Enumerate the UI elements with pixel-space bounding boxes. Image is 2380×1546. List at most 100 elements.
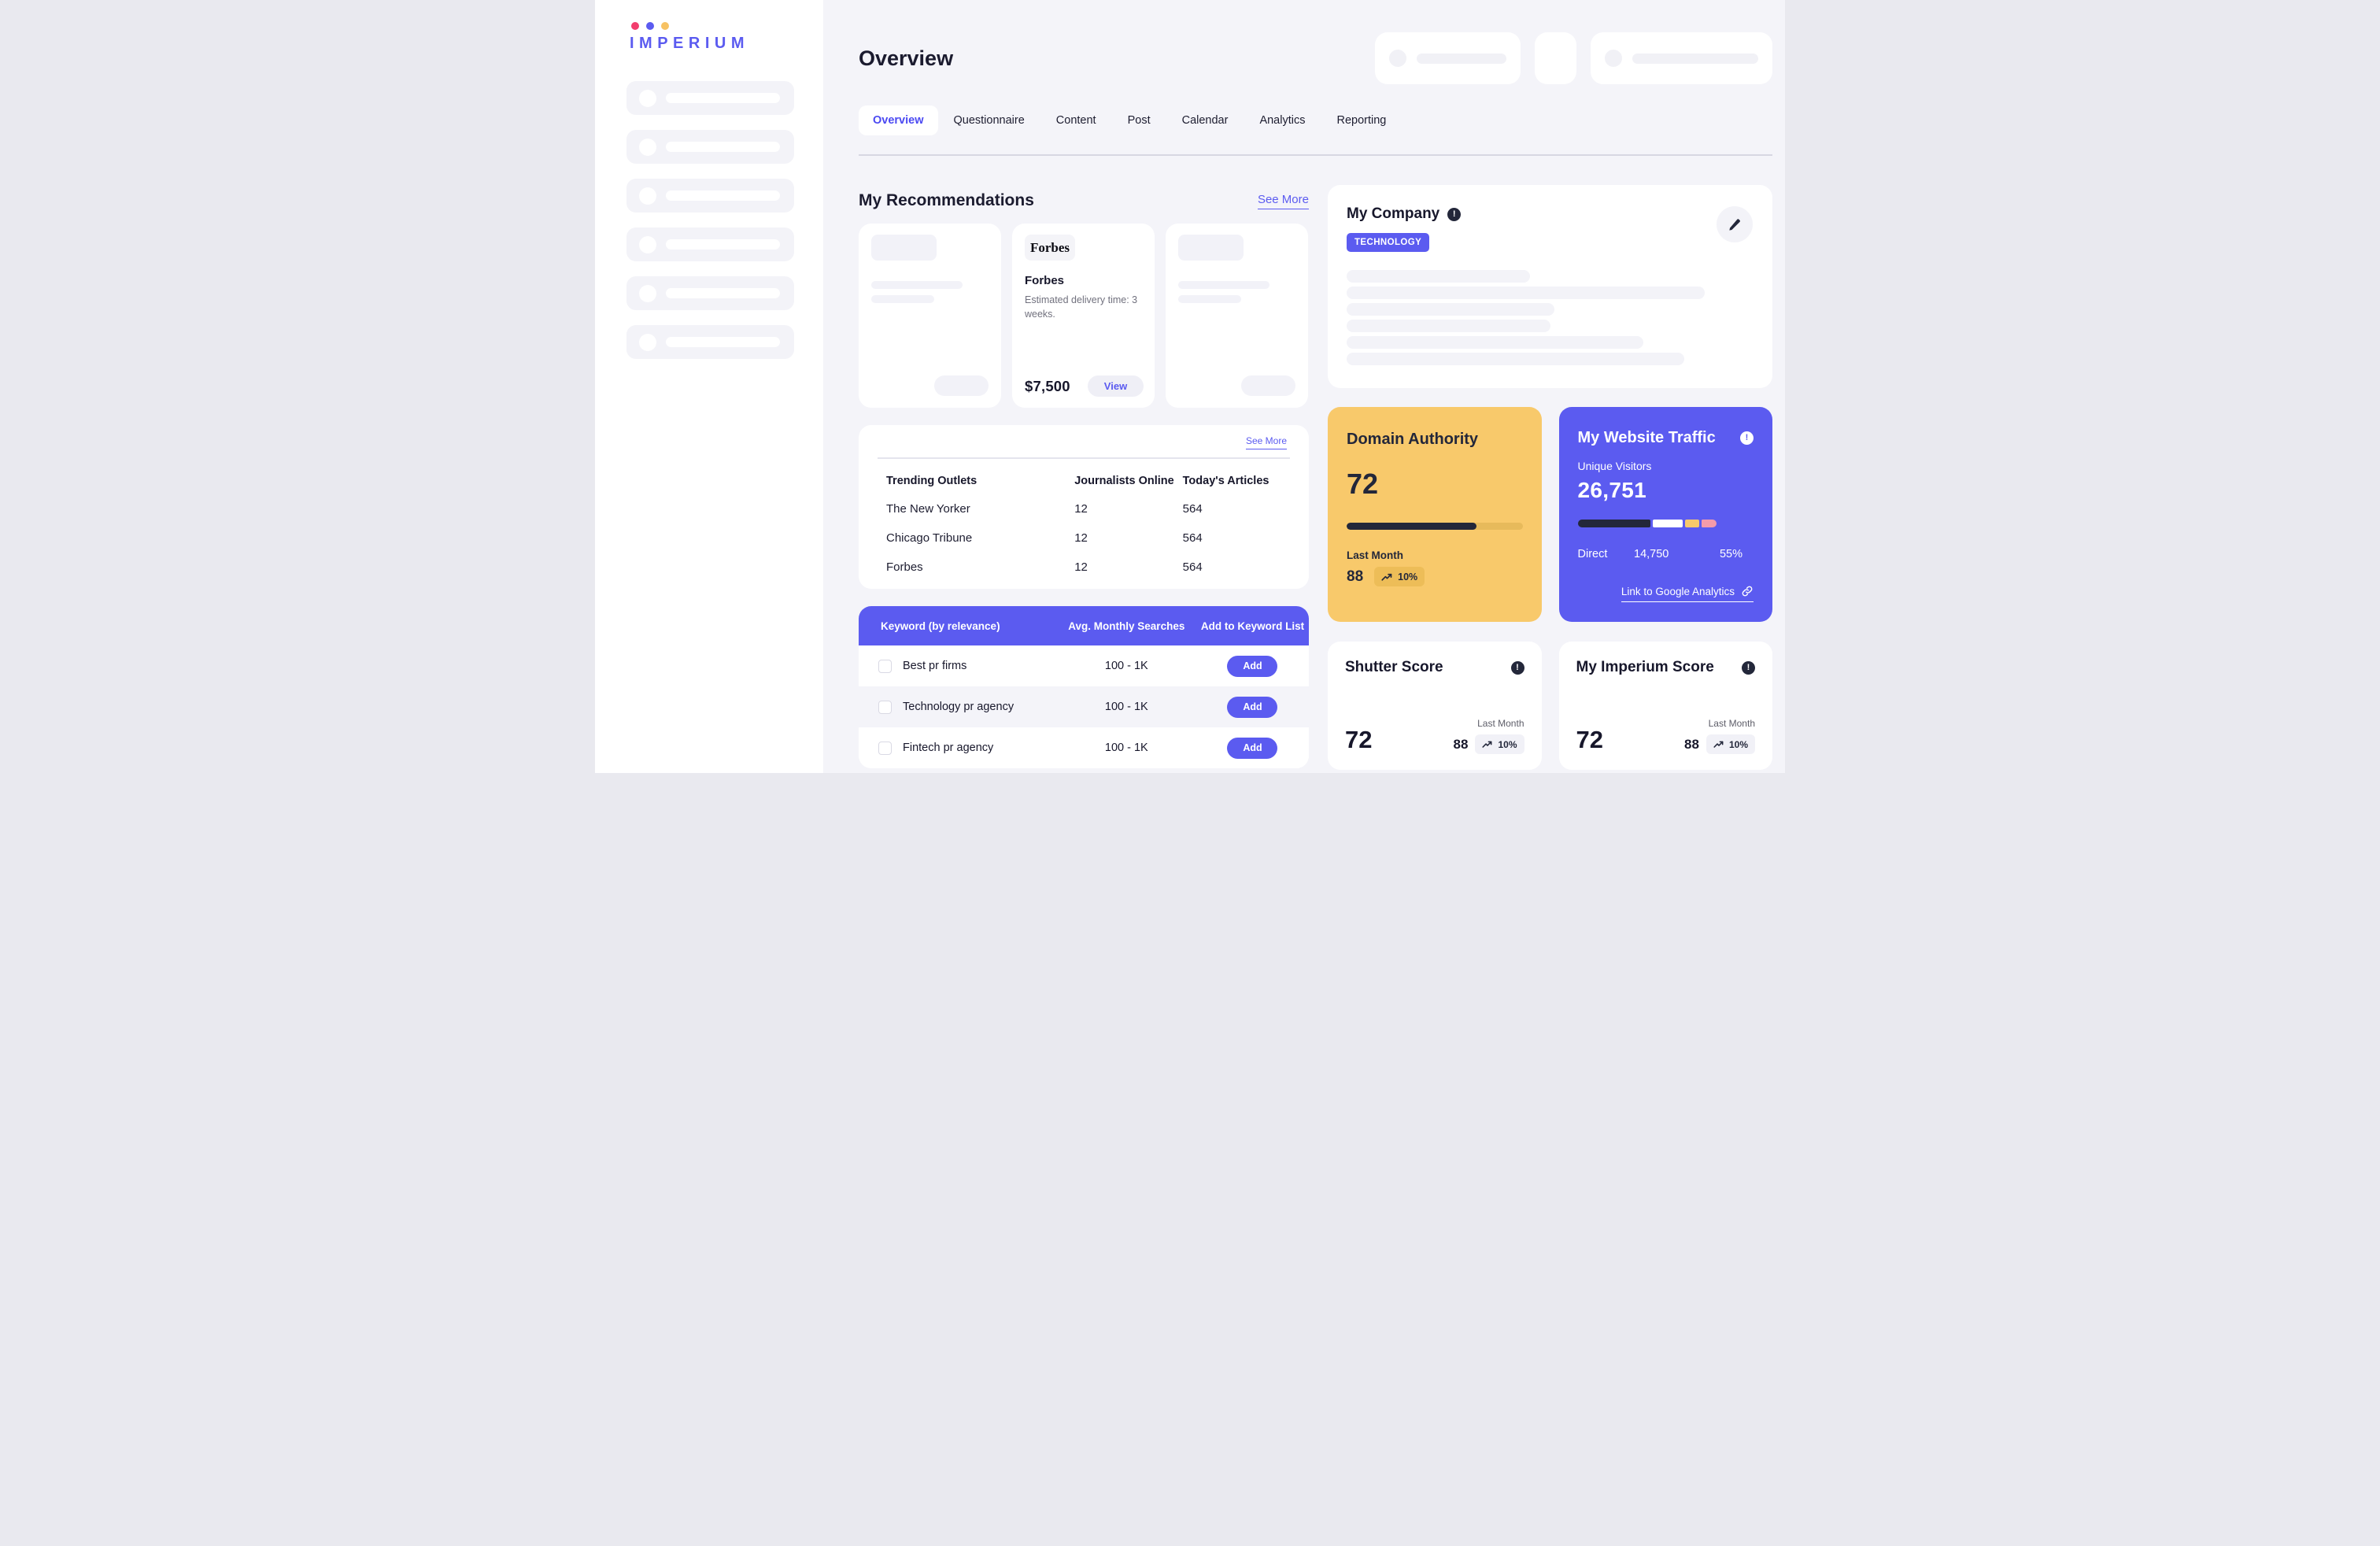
scores-row: Shutter Score ! 72 Last Month 88 bbox=[1328, 642, 1772, 770]
skeleton-button bbox=[1241, 375, 1295, 396]
divider bbox=[878, 457, 1290, 459]
skeleton-line bbox=[1347, 320, 1550, 332]
app-window: IMPERIUM Overview Overview Questionnaire… bbox=[595, 0, 1785, 773]
skeleton-bar bbox=[666, 142, 780, 152]
table-row: The New Yorker 12 564 bbox=[886, 502, 1287, 516]
content-columns: My Recommendations See More Forbes Forbe… bbox=[859, 156, 1772, 770]
brand-logo: IMPERIUM bbox=[630, 22, 823, 53]
skeleton-bar bbox=[666, 239, 780, 250]
articles-cell: 564 bbox=[1182, 560, 1203, 574]
view-button[interactable]: View bbox=[1088, 375, 1144, 397]
skeleton-bar bbox=[666, 337, 780, 347]
right-column: My Company ! TECHNOLOGY bbox=[1328, 156, 1772, 770]
keyword-label: Best pr firms bbox=[903, 660, 967, 672]
shutter-score-value: 72 bbox=[1345, 726, 1373, 753]
trend-up-icon bbox=[1381, 572, 1393, 582]
add-keyword-button[interactable]: Add bbox=[1227, 655, 1278, 677]
edit-company-button[interactable] bbox=[1717, 206, 1753, 242]
keyword-checkbox[interactable] bbox=[878, 741, 892, 755]
direct-percent: 55% bbox=[1719, 548, 1743, 560]
tab-reporting[interactable]: Reporting bbox=[1336, 114, 1387, 127]
tab-analytics[interactable]: Analytics bbox=[1259, 114, 1306, 127]
trending-table-body: The New Yorker 12 564 Chicago Tribune 12… bbox=[881, 502, 1287, 574]
traffic-direct-row: Direct 14,750 55% bbox=[1578, 548, 1754, 560]
tab-questionnaire[interactable]: Questionnaire bbox=[953, 114, 1025, 127]
searches-cell: 100 - 1K bbox=[1104, 701, 1148, 713]
searches-cell: 100 - 1K bbox=[1104, 660, 1148, 672]
column-header: Journalists Online bbox=[1074, 474, 1174, 487]
change-badge: 10% bbox=[1706, 734, 1755, 754]
keyword-cell: Fintech pr agency bbox=[859, 741, 1057, 755]
skeleton-bar bbox=[666, 93, 780, 103]
traffic-segment-direct bbox=[1577, 520, 1651, 527]
change-badge: 10% bbox=[1475, 734, 1524, 754]
info-icon[interactable]: ! bbox=[1447, 207, 1462, 221]
recommendations-see-more-link[interactable]: See More bbox=[1257, 193, 1309, 209]
traffic-segment bbox=[1701, 520, 1717, 527]
info-icon[interactable]: ! bbox=[1510, 660, 1524, 675]
skeleton-circle bbox=[639, 89, 656, 107]
skeleton-bar bbox=[666, 288, 780, 298]
skeleton-line bbox=[1347, 353, 1685, 365]
my-company-card: My Company ! TECHNOLOGY bbox=[1328, 185, 1772, 388]
header-actions bbox=[1375, 32, 1772, 84]
google-analytics-link[interactable]: Link to Google Analytics bbox=[1621, 585, 1754, 602]
sidebar-item-skeleton bbox=[626, 325, 794, 359]
stats-row: Domain Authority 72 Last Month 88 bbox=[1328, 407, 1772, 622]
keyword-table-card: Keyword (by relevance) Avg. Monthly Sear… bbox=[859, 606, 1309, 768]
imperium-score-value: 72 bbox=[1576, 726, 1603, 753]
tab-overview[interactable]: Overview bbox=[859, 105, 938, 135]
traffic-segment bbox=[1685, 520, 1699, 527]
keyword-checkbox[interactable] bbox=[878, 700, 892, 714]
skeleton-circle bbox=[1605, 50, 1622, 67]
keyword-cell: Technology pr agency bbox=[859, 700, 1057, 714]
add-keyword-button[interactable]: Add bbox=[1227, 696, 1278, 718]
unique-visitors-value: 26,751 bbox=[1577, 478, 1646, 502]
last-month-value: 88 bbox=[1347, 568, 1364, 585]
link-icon bbox=[1741, 585, 1754, 597]
outlet-description: Estimated delivery time: 3 weeks. bbox=[1025, 294, 1138, 320]
logo-dot-yellow-icon bbox=[661, 22, 669, 30]
recommendations-header: My Recommendations See More bbox=[859, 189, 1309, 213]
info-icon[interactable]: ! bbox=[1740, 431, 1754, 445]
header-card-skeleton bbox=[1375, 32, 1521, 84]
add-keyword-button[interactable]: Add bbox=[1227, 737, 1278, 759]
skeleton-circle bbox=[639, 138, 656, 156]
score-title-row: Shutter Score ! bbox=[1345, 659, 1524, 676]
score-last-month-block: Last Month 88 10% bbox=[1684, 718, 1755, 754]
trending-outlets-card: See More Trending Outlets Journalists On… bbox=[859, 425, 1309, 589]
skeleton-circle bbox=[639, 187, 656, 205]
tab-post[interactable]: Post bbox=[1127, 114, 1151, 127]
last-month-label: Last Month bbox=[1708, 718, 1755, 729]
tab-calendar[interactable]: Calendar bbox=[1181, 114, 1229, 127]
traffic-segment bbox=[1653, 520, 1683, 527]
skeleton-bar bbox=[1178, 295, 1241, 303]
info-icon[interactable]: ! bbox=[1742, 660, 1755, 675]
main-content: Overview Overview Questionnaire Content … bbox=[823, 0, 1785, 773]
last-month-label: Last Month bbox=[1477, 718, 1524, 729]
trending-see-more-link[interactable]: See More bbox=[1245, 435, 1287, 449]
keyword-checkbox[interactable] bbox=[878, 659, 892, 673]
change-badge: 10% bbox=[1374, 567, 1425, 586]
shutter-score-card: Shutter Score ! 72 Last Month 88 bbox=[1328, 642, 1542, 770]
sidebar-nav bbox=[626, 81, 794, 359]
column-header: Add to Keyword List bbox=[1200, 620, 1305, 632]
sidebar-item-skeleton bbox=[626, 130, 794, 164]
pencil-icon bbox=[1728, 217, 1743, 232]
recommendation-card-skeleton bbox=[859, 224, 1001, 408]
skeleton-line bbox=[1347, 336, 1644, 349]
sidebar: IMPERIUM bbox=[595, 0, 823, 773]
tab-divider bbox=[859, 154, 1772, 156]
imperium-score-title: My Imperium Score bbox=[1576, 659, 1714, 675]
sidebar-item-skeleton bbox=[626, 227, 794, 261]
skeleton-bar bbox=[1632, 53, 1758, 64]
recommendation-cards: Forbes Forbes Estimated delivery time: 3… bbox=[859, 224, 1309, 408]
sidebar-item-skeleton bbox=[626, 81, 794, 115]
company-title-row: My Company ! bbox=[1347, 205, 1754, 223]
last-month-row: 88 10% bbox=[1684, 734, 1755, 754]
skeleton-line bbox=[1347, 303, 1554, 316]
keyword-label: Fintech pr agency bbox=[903, 742, 994, 754]
tab-content[interactable]: Content bbox=[1055, 114, 1096, 127]
searches-cell: 100 - 1K bbox=[1104, 742, 1148, 754]
last-month-value: 88 bbox=[1684, 736, 1699, 752]
